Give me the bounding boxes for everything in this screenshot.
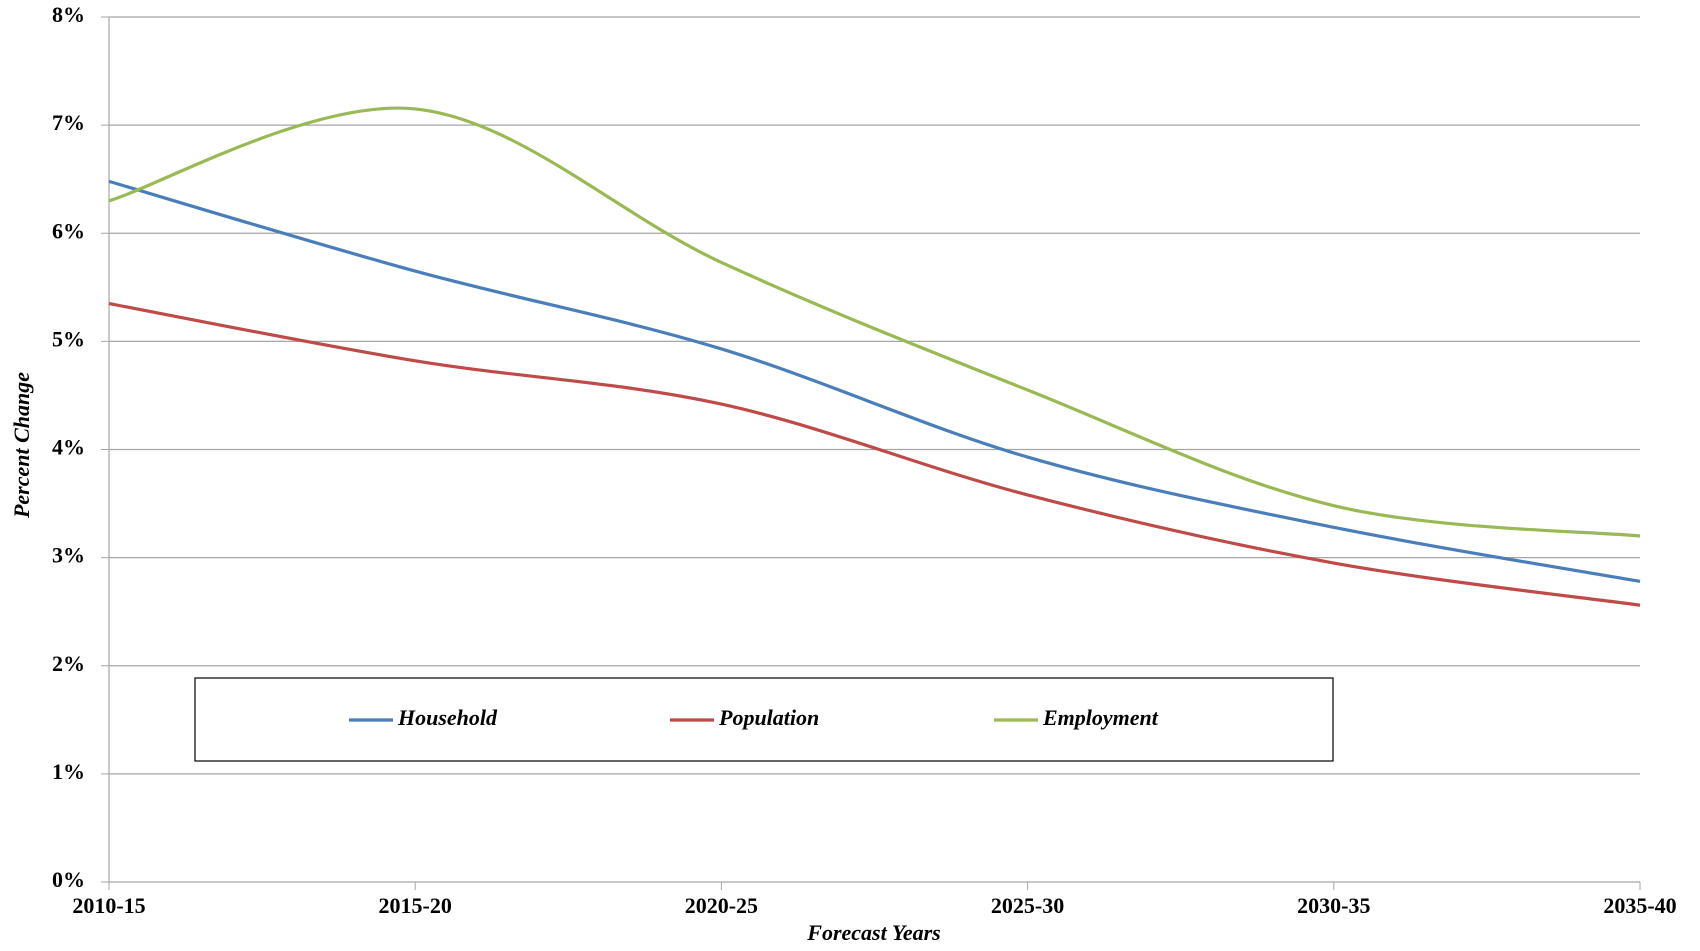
y-tick-label: 2% [52,651,85,676]
y-tick-label: 0% [52,867,85,892]
y-tick-label: 4% [52,435,85,460]
x-tick-label: 2025-30 [991,893,1064,918]
legend-label: Employment [1042,705,1159,730]
x-axis-title: Forecast Years [806,920,940,945]
y-tick-label: 1% [52,759,85,784]
series-line [108,301,1641,607]
legend-label: Population [718,705,819,730]
x-tick-label: 2035-40 [1603,893,1676,918]
x-tick-label: 2020-25 [685,893,758,918]
x-tick-label: 2015-20 [379,893,452,918]
y-tick-label: 6% [52,218,85,243]
y-axis-title: Percent Change [9,372,34,519]
x-tick-label: 2010-15 [72,893,145,918]
x-tick-label: 2030-35 [1297,893,1370,918]
series-line [108,179,1641,583]
y-tick-label: 3% [52,543,85,568]
y-tick-label: 5% [52,326,85,351]
y-tick-label: 7% [52,110,85,135]
series-line [108,106,1641,538]
y-tick-label: 8% [52,2,85,27]
legend-label: Household [397,705,498,730]
